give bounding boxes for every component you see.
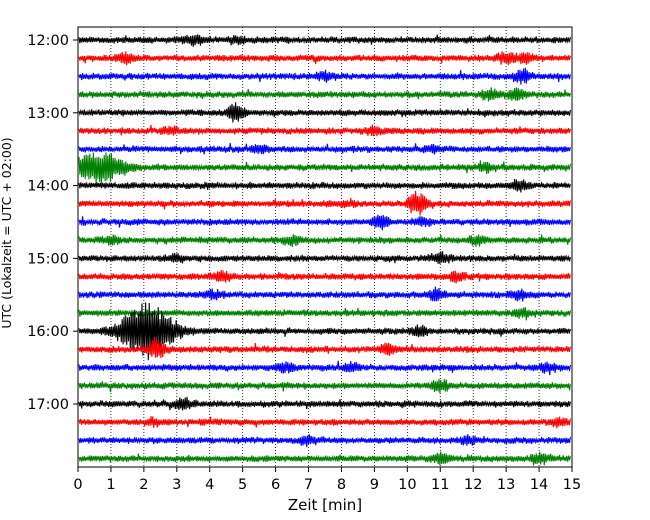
trace-line (78, 214, 571, 231)
trace-line (78, 87, 571, 102)
y-tick-label: 17:00 (27, 397, 69, 413)
trace-line (78, 269, 571, 284)
x-tick-label: 1 (106, 477, 115, 493)
x-axis-label: Zeit [min] (288, 496, 362, 514)
trace-line (78, 234, 571, 247)
trace-line (78, 286, 571, 302)
x-tick-label: 15 (563, 477, 581, 493)
trace-line (78, 102, 571, 123)
y-tick-label: 16:00 (27, 324, 69, 340)
plot-frame (77, 26, 573, 468)
trace-line (78, 379, 571, 394)
trace-line (78, 336, 571, 359)
trace-line (78, 51, 571, 66)
trace-line (78, 34, 571, 47)
x-tick-label: 3 (172, 477, 181, 493)
x-tick-label: 8 (337, 477, 346, 493)
x-tick-label: 13 (497, 477, 515, 493)
trace-line (78, 178, 571, 193)
trace-line (78, 67, 571, 85)
x-tick-label: 0 (73, 477, 82, 493)
y-tick-label: 14:00 (27, 179, 69, 195)
x-tick-label: 11 (431, 477, 449, 493)
x-tick-label: 4 (205, 477, 214, 493)
seismic-traces (78, 34, 571, 466)
trace-line (78, 251, 571, 265)
trace-line (78, 302, 571, 361)
y-axis-ticks: 12:00 13:00 14:00 15:00 16:00 17:00 (27, 33, 78, 413)
x-tick-label: 5 (238, 477, 247, 493)
x-tick-label: 14 (530, 477, 548, 493)
trace-line (78, 434, 571, 448)
grid-lines (110, 27, 540, 467)
x-tick-label: 6 (271, 477, 280, 493)
trace-line (78, 396, 571, 411)
x-tick-label: 12 (464, 477, 482, 493)
trace-line (78, 142, 571, 155)
y-tick-label: 15:00 (27, 251, 69, 267)
trace-line (78, 451, 571, 466)
trace-line (78, 124, 571, 137)
y-tick-label: 12:00 (27, 33, 69, 49)
trace-line (78, 190, 571, 216)
y-tick-label: 13:00 (27, 106, 69, 122)
x-tick-label: 7 (304, 477, 313, 493)
x-tick-label: 2 (139, 477, 148, 493)
trace-line (78, 416, 571, 429)
y-axis-label: UTC (Lokalzeit = UTC + 02:00) (0, 137, 14, 328)
trace-line (78, 360, 571, 376)
trace-line (78, 307, 571, 321)
x-tick-label: 9 (370, 477, 379, 493)
x-axis-ticks: 0 1 2 3 4 5 6 7 8 9 10 11 12 13 14 15 (73, 467, 581, 493)
trace-line (78, 152, 571, 184)
x-tick-label: 10 (398, 477, 416, 493)
